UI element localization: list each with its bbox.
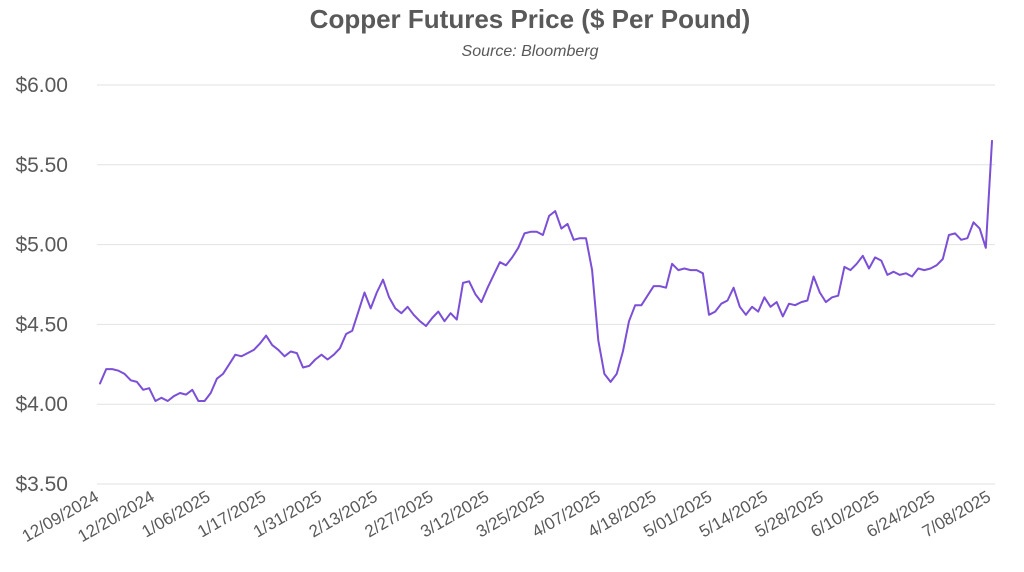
series-layer — [99, 139, 993, 402]
gridlines — [97, 84, 995, 485]
y-tick-label: $5.50 — [15, 154, 68, 177]
series-line — [99, 139, 993, 402]
x-axis-ticks: 12/09/202412/20/20241/06/20251/17/20251/… — [19, 487, 994, 546]
chart-subtitle: Source: Bloomberg — [462, 43, 599, 60]
y-tick-label: $3.50 — [15, 473, 68, 496]
y-tick-label: $4.00 — [15, 393, 68, 416]
y-tick-label: $6.00 — [15, 74, 68, 97]
y-axis-ticks: $3.50 $4.00 $4.50 $5.00 $5.50 $6.00 — [15, 74, 68, 496]
y-tick-label: $4.50 — [15, 313, 68, 336]
chart-title: Copper Futures Price ($ Per Pound) — [310, 4, 751, 34]
y-tick-label: $5.00 — [15, 234, 68, 257]
